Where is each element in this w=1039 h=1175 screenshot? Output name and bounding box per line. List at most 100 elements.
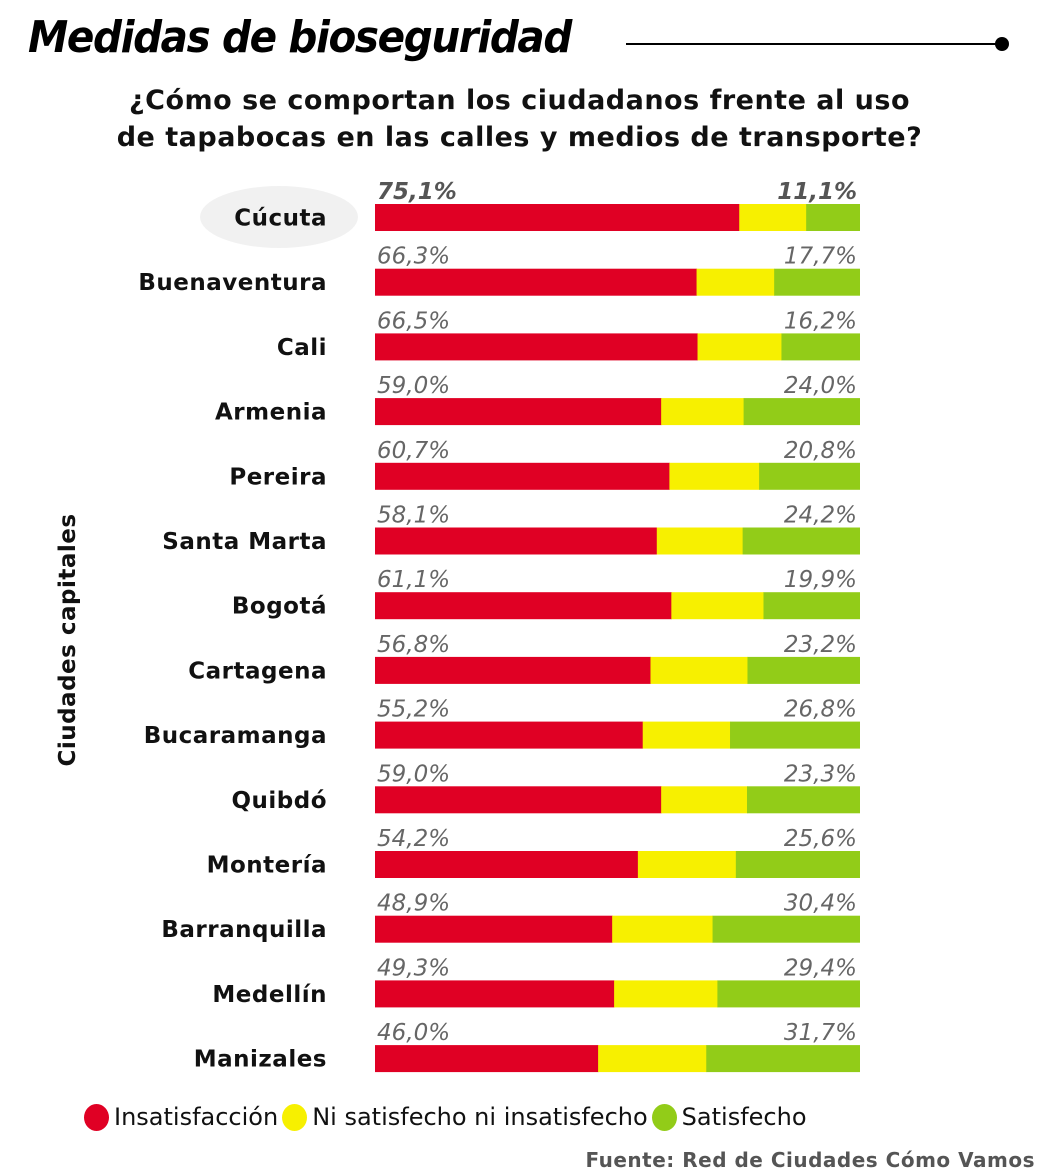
title-rule <box>626 43 1000 45</box>
bar-segment <box>375 462 670 490</box>
bar-segment <box>671 592 764 620</box>
data-label-satisfecho: 25,6% <box>784 826 857 852</box>
bar-segment <box>696 268 775 296</box>
bar-segment <box>375 1045 599 1073</box>
bar-segment <box>746 786 860 814</box>
bar-segment <box>661 786 748 814</box>
legend-label: Satisfecho <box>681 1103 807 1131</box>
data-label-insatisfaccion: 54,2% <box>377 826 450 852</box>
data-label-satisfecho: 20,8% <box>784 438 857 464</box>
category-label: Montería <box>207 853 327 879</box>
legend-swatch-yellow <box>282 1103 308 1131</box>
bar-segment <box>661 398 745 426</box>
data-label-insatisfaccion: 48,9% <box>377 891 450 917</box>
bar-segment <box>614 980 718 1008</box>
bar-segment <box>735 851 860 878</box>
legend-label: Insatisfacción <box>114 1103 279 1131</box>
category-label: Cartagena <box>188 658 327 684</box>
bar-segment <box>717 980 860 1008</box>
category-label: Bucaramanga <box>144 723 327 749</box>
bar-segment <box>697 333 782 361</box>
highlight-ellipse <box>200 186 358 248</box>
bar-segment <box>712 915 860 943</box>
chart-title: Medidas de bioseguridad <box>28 12 572 63</box>
bar-segment <box>650 656 748 684</box>
category-label: Barranquilla <box>161 917 327 943</box>
data-label-satisfecho: 31,7% <box>784 1020 857 1046</box>
bar-segment <box>642 721 731 749</box>
legend-item-satisfecho: Satisfecho <box>651 1103 807 1131</box>
bar-segment <box>706 1045 860 1073</box>
subtitle-line-1: ¿Cómo se comportan los ciudadanos frente… <box>128 85 911 116</box>
bar-segment <box>375 204 740 231</box>
chart-subtitle: ¿Cómo se comportan los ciudadanos frente… <box>0 82 1039 156</box>
bar-segment <box>774 268 860 296</box>
data-label-satisfecho: 17,7% <box>784 244 857 270</box>
bar-segment <box>375 851 639 878</box>
bar-segment <box>375 656 651 684</box>
data-label-satisfecho: 24,0% <box>784 373 857 399</box>
data-label-insatisfaccion: 66,5% <box>377 308 450 334</box>
category-label: Armenia <box>215 400 327 426</box>
bar-segment <box>637 851 737 878</box>
bar-segment <box>759 462 860 490</box>
data-label-insatisfaccion: 55,2% <box>377 697 450 723</box>
bar-segment <box>375 592 672 620</box>
category-label: Medellín <box>212 982 327 1008</box>
data-label-insatisfaccion: 60,7% <box>377 438 450 464</box>
bar-segment <box>375 398 662 426</box>
bar-segment <box>747 656 860 684</box>
data-label-satisfecho: 30,4% <box>784 891 857 917</box>
bar-segment <box>730 721 860 749</box>
data-label-satisfecho: 16,2% <box>784 308 857 334</box>
category-label: Manizales <box>194 1047 327 1073</box>
data-label-insatisfaccion: 66,3% <box>377 244 450 270</box>
data-label-satisfecho: 19,9% <box>784 567 857 593</box>
data-label-satisfecho: 24,2% <box>784 503 857 529</box>
legend: Insatisfacción Ni satisfecho ni insatisf… <box>84 1103 811 1131</box>
category-label: Cali <box>277 335 327 361</box>
bar-segment <box>781 333 860 361</box>
legend-item-insatisfaccion: Insatisfacción <box>84 1103 278 1131</box>
data-label-insatisfaccion: 61,1% <box>377 567 450 593</box>
data-label-satisfecho: 29,4% <box>784 955 857 981</box>
data-label-insatisfaccion: 75,1% <box>377 179 457 205</box>
bar-segment <box>375 721 644 749</box>
category-label: Santa Marta <box>162 529 327 555</box>
bar-segment <box>806 204 860 231</box>
category-label: Pereira <box>229 464 327 490</box>
category-label: Cúcuta <box>234 206 327 232</box>
data-label-satisfecho: 26,8% <box>784 697 857 723</box>
bar-segment <box>375 786 662 814</box>
category-label: Bogotá <box>232 594 327 620</box>
bar-segment <box>669 462 760 490</box>
data-label-insatisfaccion: 49,3% <box>377 955 450 981</box>
legend-swatch-green <box>651 1103 677 1131</box>
bar-segment <box>598 1045 707 1073</box>
data-label-satisfecho: 23,3% <box>784 761 857 787</box>
data-label-insatisfaccion: 59,0% <box>377 761 450 787</box>
category-label: Buenaventura <box>138 270 327 296</box>
bar-segment <box>763 592 860 620</box>
bar-segment <box>742 527 860 555</box>
source-note: Fuente: Red de Ciudades Cómo Vamos <box>585 1148 1035 1172</box>
bar-segment <box>743 398 860 426</box>
legend-label: Ni satisfecho ni insatisfecho <box>312 1103 648 1131</box>
bar-segment <box>375 980 615 1008</box>
subtitle-line-2: de tapabocas en las calles y medios de t… <box>116 122 923 153</box>
data-label-insatisfaccion: 58,1% <box>377 503 450 529</box>
bar-segment <box>375 527 658 555</box>
bar-segment <box>375 915 613 943</box>
data-label-insatisfaccion: 59,0% <box>377 373 450 399</box>
legend-item-neutral: Ni satisfecho ni insatisfecho <box>282 1103 648 1131</box>
category-label: Quibdó <box>231 788 327 814</box>
title-rule-dot <box>995 37 1009 51</box>
bar-segment <box>375 333 699 361</box>
bar-segment <box>656 527 744 555</box>
legend-swatch-red <box>84 1103 109 1131</box>
data-label-insatisfaccion: 46,0% <box>377 1020 450 1046</box>
data-label-satisfecho: 23,2% <box>784 632 857 658</box>
data-label-insatisfaccion: 56,8% <box>377 632 450 658</box>
